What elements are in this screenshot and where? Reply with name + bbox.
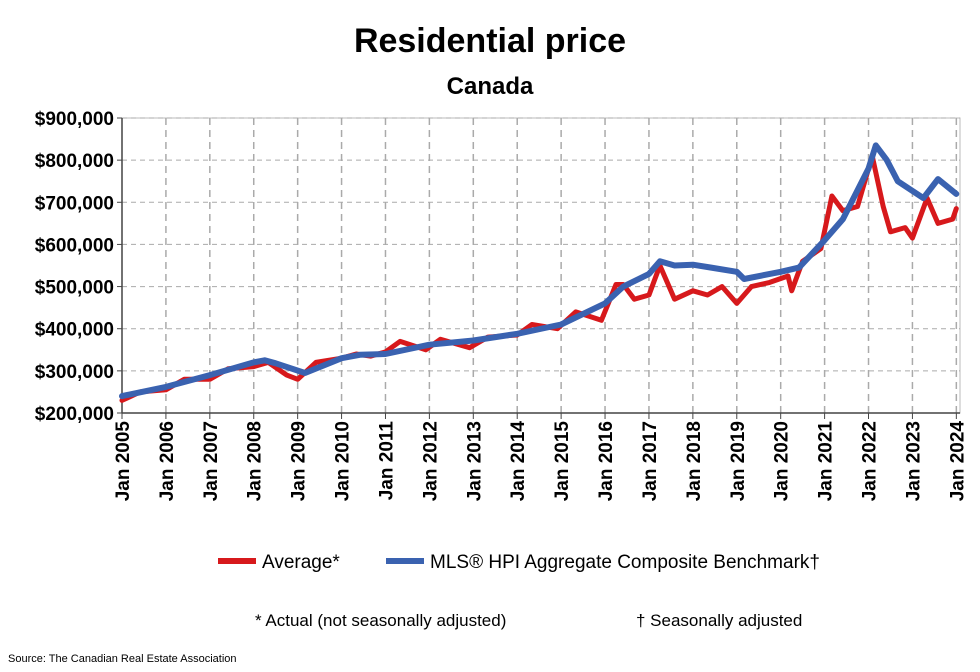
x-tick-label: Jan 2019: [728, 421, 749, 501]
footnote-seasonal: † Seasonally adjusted: [636, 611, 802, 630]
x-tick-label: Jan 2021: [816, 421, 837, 502]
y-tick-label: $200,000: [35, 404, 114, 425]
y-tick-label: $600,000: [35, 235, 114, 256]
x-tick-label: Jan 2006: [157, 421, 178, 501]
legend-label-hpi: MLS® HPI Aggregate Composite Benchmark†: [430, 552, 820, 573]
x-tick-label: Jan 2007: [201, 421, 222, 501]
legend: Average* MLS® HPI Aggregate Composite Be…: [218, 552, 820, 573]
series-lines: [119, 142, 960, 403]
x-tick-label: Jan 2013: [464, 421, 485, 501]
x-tick-label: Jan 2017: [640, 421, 661, 501]
y-axis: $200,000 $300,000 $400,000 $500,000 $600,000…: [35, 109, 123, 425]
y-tick-label: $500,000: [35, 278, 114, 299]
y-tick-label: $400,000: [35, 320, 114, 341]
x-tick-label: Jan 2009: [289, 421, 310, 501]
x-tick-label: Jan 2015: [552, 421, 573, 502]
series-line-hpi: [119, 142, 960, 400]
y-tick-label: $700,000: [35, 193, 114, 214]
x-tick-label: Jan 2022: [860, 421, 881, 501]
x-tick-label: Jan 2016: [596, 421, 617, 501]
x-tick-label: Jan 2020: [772, 421, 793, 501]
source-note: Source: The Canadian Real Estate Associa…: [8, 653, 237, 665]
y-tick-label: $900,000: [35, 109, 114, 130]
x-tick-label: Jan 2008: [245, 421, 266, 501]
x-tick-label: Jan 2012: [420, 421, 441, 501]
x-tick-label: Jan 2023: [903, 421, 924, 501]
x-tick-label: Jan 2018: [684, 421, 705, 501]
chart-subtitle: Canada: [447, 73, 534, 100]
x-tick-label: Jan 2014: [508, 421, 529, 502]
y-tick-label: $300,000: [35, 362, 114, 383]
grid: [121, 117, 961, 414]
x-tick-label: Jan 2005: [113, 421, 134, 502]
x-tick-label: Jan 2024: [947, 421, 968, 502]
x-axis: Jan 2005 Jan 2006 Jan 2007 Jan 2008 Jan 2009…: [113, 412, 968, 502]
x-tick-label: Jan 2010: [333, 421, 354, 501]
chart-title: Residential price: [354, 22, 626, 60]
y-tick-label: $800,000: [35, 151, 114, 172]
x-tick-label: Jan 2011: [376, 421, 397, 501]
legend-label-average: Average*: [262, 552, 340, 573]
footnote-actual: * Actual (not seasonally adjusted): [255, 611, 506, 630]
